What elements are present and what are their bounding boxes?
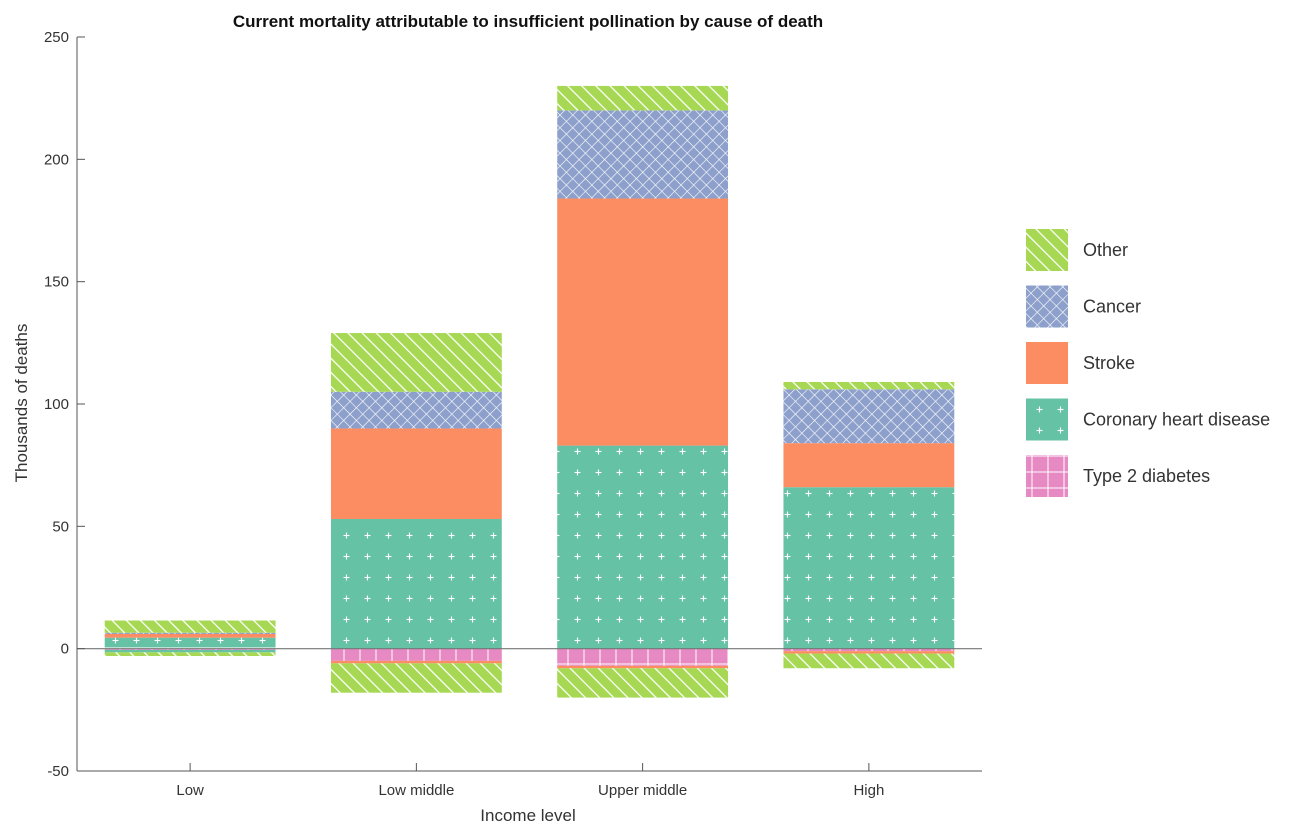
legend-swatch-stroke bbox=[1026, 342, 1068, 384]
bars bbox=[77, 85, 982, 698]
bar-segment-cancer bbox=[104, 632, 276, 634]
legend-label-coronary-heart-disease: Coronary heart disease bbox=[1083, 410, 1270, 430]
y-tick-label: 0 bbox=[61, 641, 69, 658]
x-axis-label: Income level bbox=[480, 806, 575, 825]
bar-segment-other bbox=[330, 663, 502, 693]
legend-label-type-2-diabetes: Type 2 diabetes bbox=[1083, 466, 1210, 486]
axes: -50 0 50 100 150 200 250 Low Low middle Upper mid… bbox=[44, 29, 982, 799]
bar-segment-type-2-diabetes bbox=[783, 648, 955, 652]
legend: Other Cancer Stroke Coronary heart disease T… bbox=[1026, 229, 1270, 497]
y-tick-label: 150 bbox=[44, 274, 69, 291]
bar-segment-other bbox=[557, 85, 729, 111]
x-tick-label: Upper middle bbox=[598, 782, 687, 799]
chart-title: Current mortality attributable to insuff… bbox=[233, 12, 823, 31]
bar-segment-other bbox=[104, 620, 276, 633]
bar-segment-coronary-heart-disease bbox=[783, 487, 955, 649]
y-tick-label: 250 bbox=[44, 29, 69, 46]
bar-segment-cancer bbox=[557, 110, 729, 199]
legend-swatch-other bbox=[1026, 229, 1068, 271]
bar-segment-cancer bbox=[783, 389, 955, 444]
x-tick-label: High bbox=[853, 782, 884, 799]
bar-segment-stroke bbox=[783, 443, 955, 488]
x-tick-label: Low bbox=[176, 782, 204, 799]
bar-segment-type-2-diabetes bbox=[104, 648, 276, 650]
bar-segment-coronary-heart-disease bbox=[104, 637, 276, 648]
x-tick-label: Low middle bbox=[378, 782, 454, 799]
legend-label-cancer: Cancer bbox=[1083, 297, 1141, 317]
y-axis-label: Thousands of deaths bbox=[12, 324, 31, 483]
y-tick-label: 100 bbox=[44, 396, 69, 413]
bar-segment-type-2-diabetes bbox=[104, 647, 276, 649]
y-tick-label: -50 bbox=[47, 763, 69, 780]
bar-segment-stroke bbox=[557, 665, 729, 669]
bar-segment-other bbox=[330, 333, 502, 392]
bar-segment-coronary-heart-disease bbox=[557, 445, 729, 649]
bar-segment-other bbox=[783, 381, 955, 390]
bar-segment-other bbox=[783, 653, 955, 669]
bar-segment-other bbox=[557, 668, 729, 698]
legend-swatch-type-2-diabetes bbox=[1026, 455, 1068, 497]
bar-segment-stroke bbox=[104, 633, 276, 638]
legend-label-other: Other bbox=[1083, 240, 1128, 260]
bar-segment-cancer bbox=[330, 391, 502, 429]
legend-label-stroke: Stroke bbox=[1083, 353, 1135, 373]
bar-segment-stroke bbox=[783, 651, 955, 654]
legend-swatch-coronary-heart-disease bbox=[1026, 398, 1068, 441]
bar-segment-other bbox=[104, 652, 276, 657]
bar-segment-stroke bbox=[330, 660, 502, 664]
bar-segment-stroke bbox=[557, 198, 729, 446]
legend-swatch-cancer bbox=[1026, 285, 1068, 328]
bar-segment-stroke bbox=[330, 428, 502, 519]
y-tick-label: 200 bbox=[44, 151, 69, 168]
bar-segment-coronary-heart-disease bbox=[104, 649, 276, 653]
bar-segment-coronary-heart-disease bbox=[330, 518, 502, 649]
y-tick-label: 50 bbox=[52, 518, 69, 535]
bar-segment-type-2-diabetes bbox=[557, 648, 729, 666]
bar-segment-type-2-diabetes bbox=[330, 648, 502, 661]
